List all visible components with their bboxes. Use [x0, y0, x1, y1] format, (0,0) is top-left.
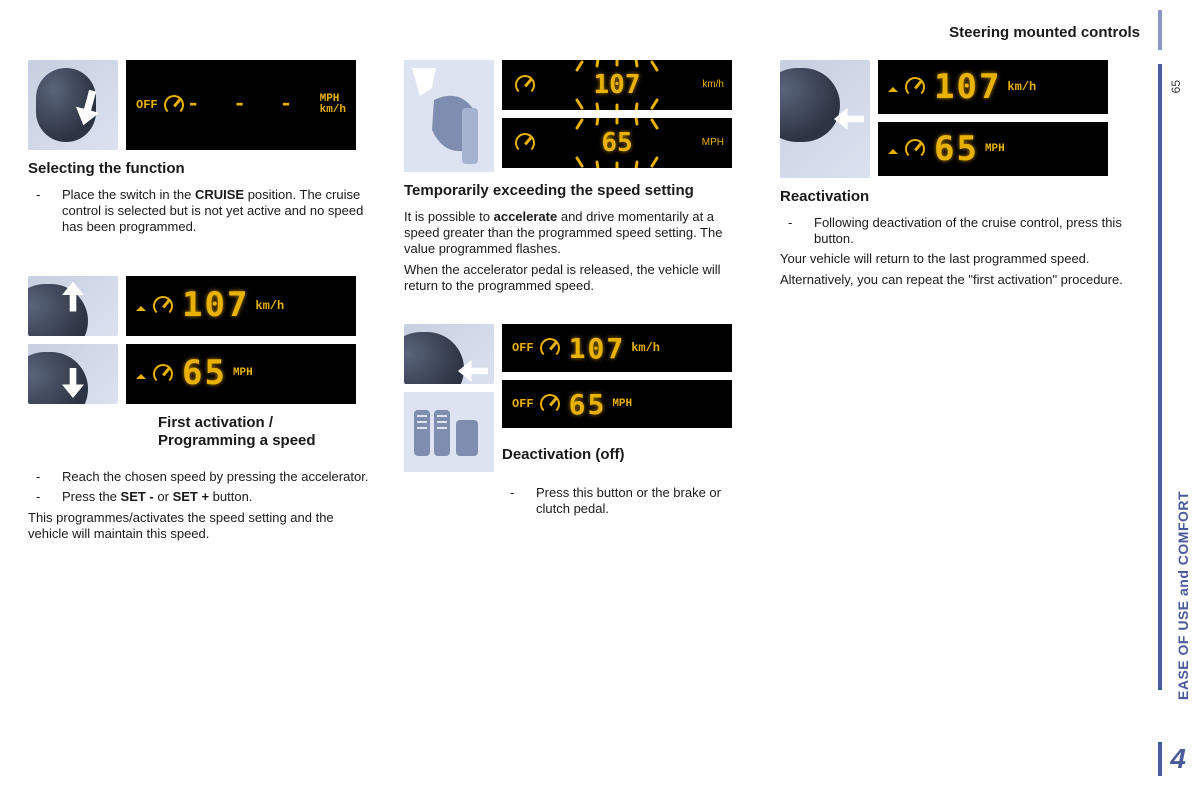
- page-number: 65: [1169, 80, 1184, 93]
- gauge-icon: [537, 391, 563, 417]
- chapter-number: 4: [1170, 741, 1186, 776]
- display-off-65: OFF 65 MPH: [502, 380, 732, 428]
- stalk-resume-illustration: [780, 60, 870, 178]
- display-flash-107: 107 km/h: [502, 60, 732, 110]
- gauge-icon: [537, 335, 563, 361]
- display-off-unset: OFF - - - MPH km/h: [126, 60, 356, 150]
- display-off-107: OFF 107 km/h: [502, 324, 732, 372]
- column-selecting: OFF - - - MPH km/h Selecting the functio…: [28, 20, 376, 780]
- display-flash-65: 65 MPH: [502, 118, 732, 168]
- accelerator-pedal-illustration: [404, 60, 494, 172]
- side-tab: 65 EASE OF USE and COMFORT 4: [1146, 0, 1200, 800]
- display-react-107: 107 km/h: [878, 60, 1108, 114]
- gauge-icon: [902, 74, 928, 100]
- display-107-kmh: 107 km/h: [126, 276, 356, 336]
- stalk-cruise-illustration: [28, 60, 118, 150]
- display-65-mph: 65 MPH: [126, 344, 356, 404]
- breadcrumb: Steering mounted controls: [949, 24, 1140, 43]
- gauge-icon: [150, 293, 176, 319]
- gauge-icon: [150, 361, 176, 387]
- heading-selecting: Selecting the function: [28, 160, 376, 179]
- gauge-icon: [512, 72, 538, 98]
- heading-exceeding: Temporarily exceeding the speed setting: [404, 182, 752, 201]
- heading-first-activation: First activation / Programming a speed: [158, 414, 358, 452]
- stalk-set-plus-illustration: [28, 276, 118, 336]
- stalk-cancel-illustration: [404, 324, 494, 384]
- column-exceeding: 107 km/h 65: [404, 20, 752, 780]
- gauge-icon: [902, 136, 928, 162]
- heading-deactivation: Deactivation (off): [502, 446, 752, 465]
- gauge-icon: [512, 130, 538, 156]
- three-pedals-illustration: [404, 392, 494, 472]
- section-label: EASE OF USE and COMFORT: [1175, 380, 1193, 700]
- heading-reactivation: Reactivation: [780, 188, 1128, 207]
- column-reactivation: 107 km/h 65 MPH Reactivation -Following …: [780, 20, 1128, 780]
- gauge-icon: [161, 92, 187, 118]
- stalk-set-minus-illustration: [28, 344, 118, 404]
- display-react-65: 65 MPH: [878, 122, 1108, 176]
